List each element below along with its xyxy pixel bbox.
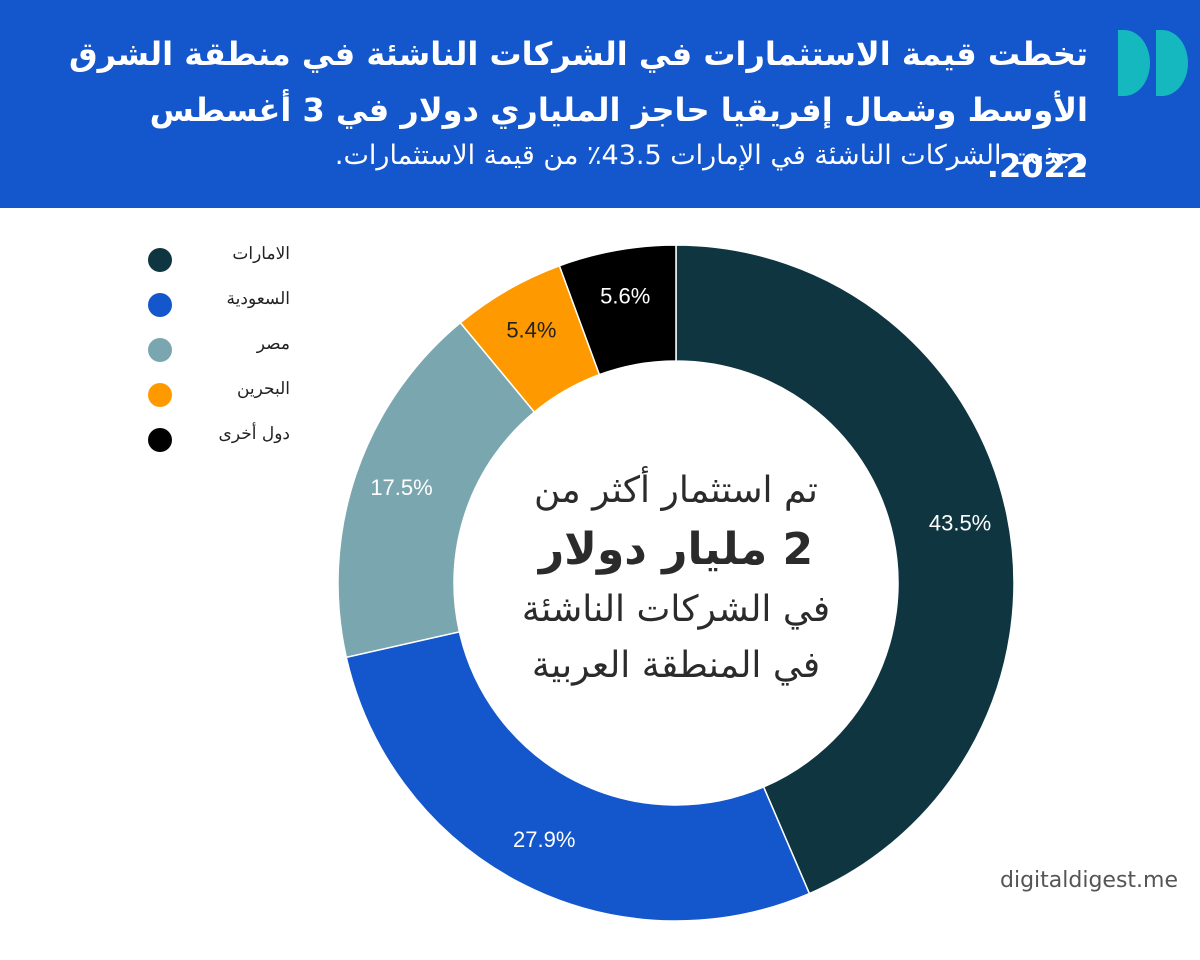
legend-item-bahrain: البحرين: [140, 373, 290, 418]
watermark-url: digitaldigest.me: [1000, 868, 1178, 893]
chart-legend: الامارات السعودية مصر البحرين دول أخرى: [140, 238, 290, 463]
donut-label-other: 5.6%: [600, 283, 650, 308]
donut-slice-other: [558, 244, 677, 376]
legend-item-other: دول أخرى: [140, 418, 290, 463]
legend-item-saudi: السعودية: [140, 283, 290, 328]
header-banner: تخطت قيمة الاستثمارات في الشركات الناشئة…: [0, 0, 1200, 208]
donut-slice-saudi: [345, 630, 811, 922]
legend-label-uae: الامارات: [232, 244, 290, 264]
legend-swatch-saudi: [148, 293, 172, 317]
legend-label-egypt: مصر: [256, 334, 290, 354]
center-text-line-3: في الشركات الناشئة: [521, 589, 831, 630]
page-title: تخطت قيمة الاستثمارات في الشركات الناشئة…: [69, 35, 1088, 185]
legend-item-egypt: مصر: [140, 328, 290, 373]
legend-swatch-uae: [148, 248, 172, 272]
center-text-line-1: تم استثمار أكثر من: [534, 470, 818, 511]
legend-swatch-egypt: [148, 338, 172, 362]
legend-label-bahrain: البحرين: [236, 379, 290, 399]
donut-label-egypt: 17.5%: [370, 475, 432, 500]
legend-label-other: دول أخرى: [218, 424, 290, 444]
digitaldigest-logo-icon: [1118, 30, 1188, 96]
center-text-amount: 2 مليار دولار: [538, 524, 814, 575]
legend-swatch-other: [148, 428, 172, 452]
donut-slice-egypt: [337, 321, 536, 659]
donut-label-saudi: 27.9%: [513, 827, 575, 852]
legend-swatch-bahrain: [148, 383, 172, 407]
legend-label-saudi: السعودية: [226, 289, 290, 309]
legend-item-uae: الامارات: [140, 238, 290, 283]
donut-label-bahrain: 5.4%: [506, 317, 556, 342]
donut-label-uae: 43.5%: [929, 510, 991, 535]
page-subtitle: وجذبت الشركات الناشئة في الإمارات 43.5٪ …: [334, 140, 1088, 171]
donut-slice-uae: [675, 244, 1015, 895]
center-text-line-4: في المنطقة العربية: [531, 645, 821, 686]
donut-center-text: تم استثمار أكثر من 2 مليار دولار في الشر…: [456, 464, 896, 694]
